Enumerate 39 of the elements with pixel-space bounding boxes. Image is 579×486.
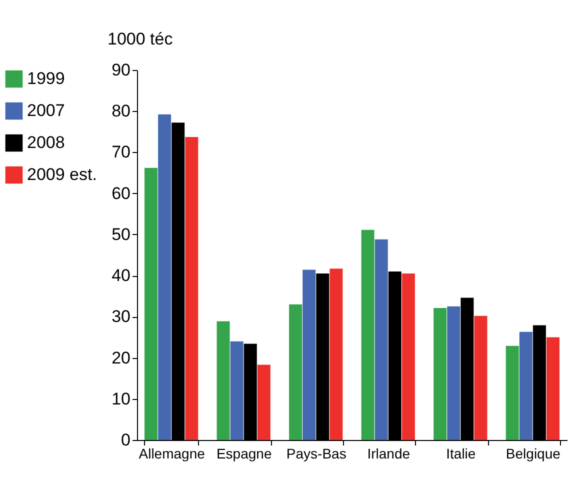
bar: [216, 321, 230, 440]
bar: [546, 337, 560, 440]
bar: [185, 137, 198, 440]
bar: [302, 270, 316, 440]
bar: [434, 308, 447, 440]
x-tick-label: Pays-Bas: [286, 446, 346, 462]
x-tick-label: Italie: [446, 446, 476, 462]
x-tick-label: Allemagne: [138, 446, 206, 462]
y-tick-label: 50: [112, 224, 130, 244]
y-tick-label: 30: [112, 307, 130, 326]
bar: [257, 364, 270, 440]
y-tick-label: 10: [112, 389, 130, 408]
legend-label: 2008: [27, 133, 65, 152]
y-tick-label: 80: [112, 102, 130, 121]
x-tick-label: Espagne: [216, 446, 272, 462]
bar: [519, 332, 532, 440]
bar: [361, 230, 374, 440]
y-tick-label: 20: [112, 348, 130, 368]
y-tick-label: 70: [112, 142, 130, 162]
bar: [289, 304, 302, 440]
bar: [402, 274, 415, 440]
bar: [474, 316, 488, 440]
legend-label: 2009 est.: [27, 165, 97, 184]
legend-label: 1999: [27, 69, 65, 88]
bar: [330, 268, 343, 440]
y-tick-label: 0: [121, 430, 130, 450]
y-tick-label: 60: [112, 184, 130, 203]
y-tick-label: 40: [112, 266, 130, 286]
legend-label: 2007: [27, 101, 65, 120]
bar: [230, 341, 244, 440]
y-axis-title: 1000 téc: [108, 30, 174, 48]
x-tick-label: Irlande: [367, 446, 410, 462]
bar: [144, 168, 158, 440]
bar: [447, 306, 460, 440]
bar: [374, 239, 388, 440]
bar: [158, 114, 172, 440]
bar: [506, 346, 519, 440]
x-tick-label: Belgique: [506, 446, 561, 462]
y-tick-label: 90: [112, 60, 130, 80]
